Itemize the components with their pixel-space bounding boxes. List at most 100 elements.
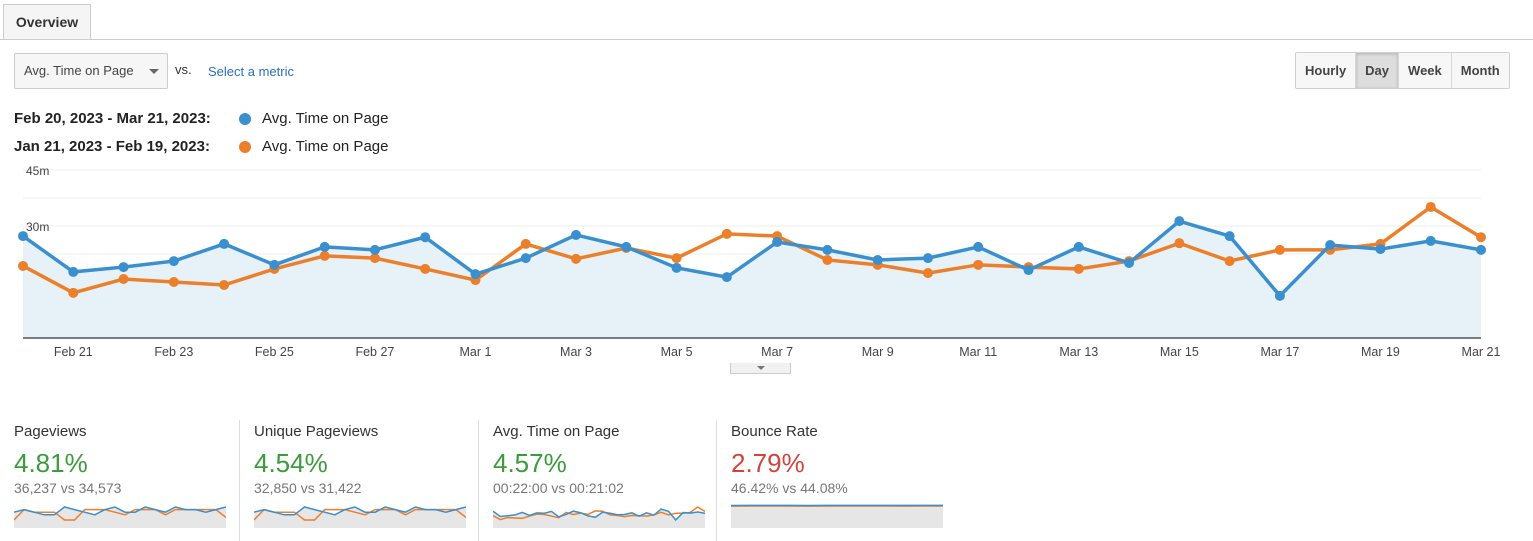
x-tick-label: Mar 13 [1059, 345, 1098, 359]
data-point [822, 254, 833, 265]
x-tick-label: Mar 9 [862, 345, 894, 359]
data-point [571, 253, 582, 264]
metric-select-value: Avg. Time on Page [24, 63, 134, 78]
data-point [1073, 241, 1084, 252]
x-tick-label: Mar 1 [460, 345, 492, 359]
x-tick-label: Mar 11 [959, 345, 997, 359]
scorecard-compare: 32,850 vs 31,422 [254, 480, 362, 496]
scorecard-change: 4.81% [14, 448, 88, 478]
x-tick-label: Feb 21 [54, 345, 93, 359]
data-point [319, 241, 330, 252]
scorecard-change: 2.79% [731, 448, 805, 478]
scorecard-title: Avg. Time on Page [493, 423, 620, 440]
sparkline-area [14, 507, 226, 528]
scorecard-avg-time-on-page[interactable]: Avg. Time on Page 4.57% 00:22:00 vs 00:2… [478, 420, 716, 541]
data-point [168, 277, 179, 287]
scorecard-change: 4.57% [493, 448, 567, 478]
data-point [219, 238, 230, 249]
data-point [621, 241, 632, 252]
day-button[interactable]: Day [1356, 53, 1400, 88]
data-point [1274, 290, 1285, 301]
data-point [470, 269, 481, 280]
hourly-button[interactable]: Hourly [1296, 53, 1357, 88]
scorecard-pageviews[interactable]: Pageviews 4.81% 36,237 vs 34,573 [0, 420, 238, 541]
x-tick-label: Mar 15 [1160, 345, 1199, 359]
sparkline-previous [493, 506, 705, 521]
metric-select[interactable]: Avg. Time on Page [14, 53, 168, 89]
series-line [22, 204, 1482, 295]
data-point [822, 244, 833, 255]
scorecard-title: Unique Pageviews [254, 423, 379, 440]
data-point [219, 279, 230, 290]
granularity-buttons: Hourly Day Week Month [1295, 52, 1510, 89]
x-tick-label: Mar 7 [761, 345, 793, 359]
legend-item-current: Feb 20, 2023 - Mar 21, 2023: Avg. Time o… [14, 110, 388, 127]
sparkline [14, 506, 226, 528]
data-point [319, 250, 330, 261]
data-point [671, 253, 682, 264]
data-point [18, 231, 28, 242]
select-metric-link[interactable]: Select a metric [208, 64, 294, 79]
x-tick-label: Mar 19 [1361, 345, 1400, 359]
x-tick-label: Feb 23 [154, 345, 193, 359]
data-point [1274, 244, 1285, 255]
scorecard-title: Pageviews [14, 423, 87, 440]
sparkline-current [14, 506, 226, 516]
collapse-chart-handle[interactable] [730, 363, 791, 374]
data-point [269, 259, 280, 270]
data-point [420, 263, 431, 274]
data-point [922, 268, 933, 279]
scorecard-bounce-rate[interactable]: Bounce Rate 2.79% 46.42% vs 44.08% [716, 420, 954, 541]
data-point [369, 253, 380, 264]
data-point [420, 232, 431, 243]
series-area [23, 221, 1481, 338]
sparkline-current [254, 506, 466, 516]
month-button[interactable]: Month [1451, 53, 1509, 88]
data-point [1073, 263, 1084, 274]
scorecard-compare: 00:22:00 vs 00:21:02 [493, 480, 624, 496]
y-tick-label: 30m [26, 220, 49, 234]
sparkline-area [493, 509, 705, 528]
legend-dot-icon [239, 140, 251, 153]
data-point [520, 253, 531, 264]
sparkline-area [254, 507, 466, 528]
data-point [1375, 244, 1386, 255]
data-point [1224, 231, 1235, 242]
x-tick-label: Feb 27 [355, 345, 394, 359]
vs-label: vs. [175, 62, 192, 77]
series-line [21, 219, 1482, 299]
chevron-down-icon [149, 69, 159, 74]
legend-range: Jan 21, 2023 - Feb 19, 2023: [14, 138, 210, 155]
sparkline-area [731, 505, 943, 528]
data-point [1124, 257, 1135, 268]
data-point [520, 238, 531, 249]
data-point [1174, 238, 1185, 249]
x-tick-label: Feb 25 [255, 345, 294, 359]
data-point [118, 262, 129, 273]
data-point [973, 259, 984, 270]
tab-overview[interactable]: Overview [3, 4, 91, 39]
data-point [118, 274, 129, 285]
legend-item-previous: Jan 21, 2023 - Feb 19, 2023: Avg. Time o… [14, 138, 388, 155]
data-point [1476, 232, 1486, 243]
week-button[interactable]: Week [1399, 53, 1452, 88]
data-point [772, 237, 783, 248]
x-tick-label: Mar 3 [560, 345, 592, 359]
data-point [973, 241, 984, 252]
scorecard-title: Bounce Rate [731, 423, 818, 440]
tab-divider [0, 39, 1533, 40]
scorecard-compare: 46.42% vs 44.08% [731, 480, 848, 496]
scorecard-compare: 36,237 vs 34,573 [14, 480, 122, 496]
data-point [1425, 235, 1436, 246]
data-point [922, 253, 933, 264]
x-tick-label: Mar 17 [1260, 345, 1299, 359]
scorecard-unique-pageviews[interactable]: Unique Pageviews 4.54% 32,850 vs 31,422 [239, 420, 477, 541]
sparkline [254, 506, 466, 528]
data-point [1224, 256, 1235, 267]
data-point [571, 229, 582, 240]
legend-dot-icon [239, 112, 251, 125]
data-point [1476, 244, 1486, 255]
x-tick-label: Mar 5 [661, 345, 693, 359]
data-point [671, 262, 682, 273]
